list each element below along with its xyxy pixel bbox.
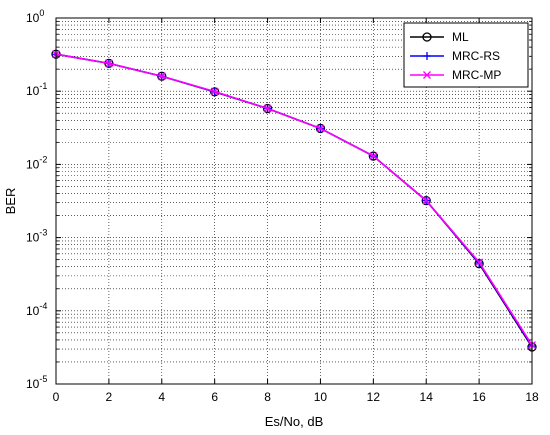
y-tick-base: 10 <box>26 11 40 25</box>
y-tick-base: 10 <box>26 231 40 245</box>
y-tick-base: 10 <box>26 84 40 98</box>
data-point-circle <box>422 32 432 42</box>
x-tick-label: 2 <box>106 390 113 404</box>
y-tick-exponent: -3 <box>39 228 47 238</box>
legend-item-mrc-mp: MRC-MP <box>410 68 501 82</box>
data-point-x <box>422 196 431 205</box>
x-tick-label: 4 <box>158 390 165 404</box>
y-tick-exponent: -1 <box>39 81 47 91</box>
y-tick-base: 10 <box>26 377 40 391</box>
x-tick-label: 14 <box>420 390 434 404</box>
legend-label: ML <box>452 30 469 44</box>
x-tick-label: 16 <box>472 390 486 404</box>
legend-label: MRC-RS <box>452 49 500 63</box>
legend: ML MRC-RS MRC-MP <box>403 22 529 88</box>
data-point-plus <box>423 52 431 60</box>
y-tick-base: 10 <box>26 157 40 171</box>
data-point-x <box>316 124 325 133</box>
plot-frame <box>55 17 533 385</box>
y-tick-label: 100 <box>26 8 44 25</box>
y-tick-base: 10 <box>26 304 40 318</box>
y-axis-label: BER <box>3 188 18 215</box>
y-tick-label: 10-1 <box>26 81 47 98</box>
series-line <box>55 53 533 346</box>
data-point-x <box>210 87 219 96</box>
y-tick-label: 10-2 <box>26 154 47 171</box>
y-tick-label: 10-3 <box>26 228 47 245</box>
x-tick-label: 0 <box>53 390 60 404</box>
legend-item-ml: ML <box>410 30 469 44</box>
x-axis-label: Es/No, dB <box>265 414 324 429</box>
data-point-x <box>263 104 272 113</box>
x-tick-label: 12 <box>367 390 381 404</box>
legend-item-mrc-rs: MRC-RS <box>410 49 500 63</box>
x-tick-label: 10 <box>314 390 328 404</box>
y-tick-label: 10-4 <box>26 301 47 318</box>
data-point-x <box>104 59 113 68</box>
x-tick-label: 8 <box>264 390 271 404</box>
data-point-x <box>475 258 484 267</box>
data-point-x <box>369 152 378 161</box>
y-tick-exponent: 0 <box>39 8 44 18</box>
y-tick-exponent: -2 <box>39 154 47 164</box>
x-tick-label: 18 <box>525 390 539 404</box>
x-tick-label: 6 <box>211 390 218 404</box>
legend-label: MRC-MP <box>452 68 501 82</box>
y-tick-exponent: -5 <box>39 374 47 384</box>
data-point-x <box>423 71 431 79</box>
y-tick-label: 10-5 <box>26 374 47 391</box>
data-point-x <box>157 72 166 81</box>
y-tick-exponent: -4 <box>39 301 47 311</box>
